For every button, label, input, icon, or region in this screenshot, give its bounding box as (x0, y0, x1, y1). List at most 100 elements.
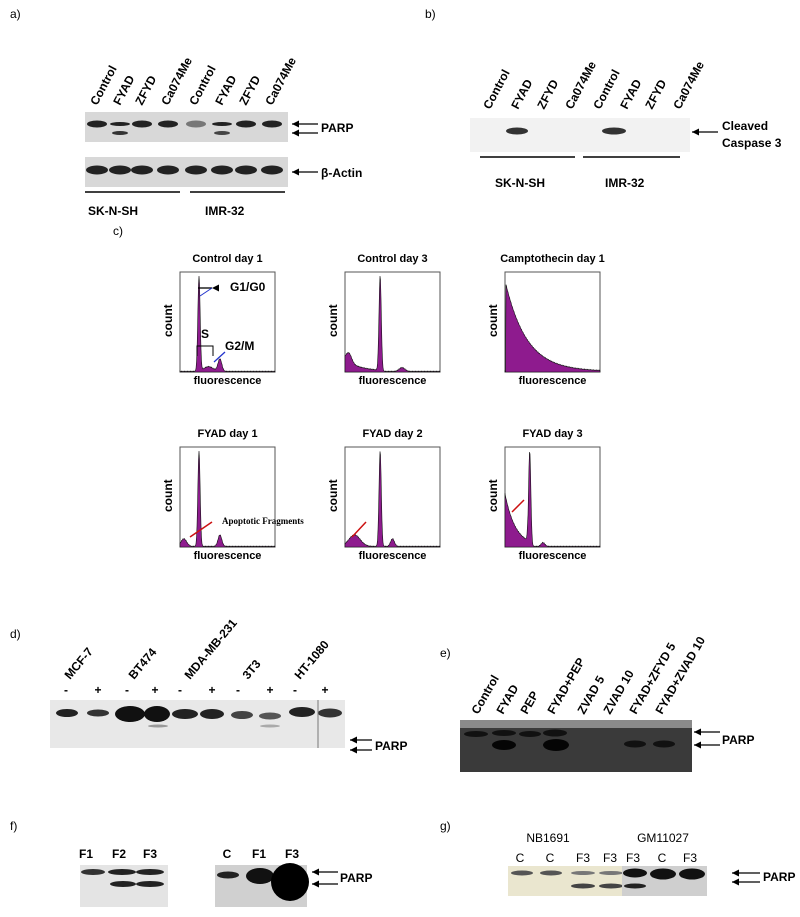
label: PEP (517, 689, 541, 717)
label: Caspase 3 (722, 136, 782, 150)
band (540, 870, 562, 876)
label: - (236, 683, 240, 697)
band (81, 869, 105, 875)
band (624, 883, 646, 889)
label: c) (113, 224, 123, 238)
histogram (179, 275, 276, 373)
label: IMR-32 (205, 204, 245, 218)
bracket (196, 345, 214, 356)
label: SK-N-SH (495, 176, 545, 190)
label: F3 (683, 851, 697, 865)
band (144, 706, 170, 722)
label: Camptothecin day 1 (500, 253, 605, 265)
label: + (208, 683, 215, 697)
band (186, 120, 206, 128)
band (235, 165, 257, 175)
label: fluorescence (194, 550, 262, 562)
label: MCF-7 (62, 645, 97, 682)
arrow-head (350, 736, 357, 744)
label: g) (440, 819, 451, 833)
label: C (516, 851, 525, 865)
histogram-frame (179, 446, 276, 548)
label: C (546, 851, 555, 865)
arrow-head (694, 741, 701, 749)
label: FYAD (508, 77, 535, 112)
band (650, 868, 676, 880)
label: PARP (375, 739, 407, 753)
band (571, 871, 595, 875)
band (246, 868, 274, 884)
histogram (504, 452, 601, 548)
band (109, 165, 131, 175)
label: count (161, 479, 175, 512)
label: F2 (112, 847, 126, 861)
arrow-head (312, 880, 319, 888)
label: FYAD (212, 73, 239, 108)
band (136, 881, 164, 887)
label: - (125, 683, 129, 697)
band (148, 724, 168, 728)
label: count (326, 479, 340, 512)
band (624, 740, 646, 748)
band (519, 731, 541, 737)
arrow (189, 521, 213, 538)
label: β-Actin (321, 166, 362, 180)
arrow-head (292, 120, 299, 128)
label: FYAD day 2 (362, 428, 422, 440)
arrow-head (212, 284, 219, 292)
label: 3T3 (240, 657, 264, 682)
label: F1 (79, 847, 93, 861)
label: PARP (321, 121, 353, 135)
label: S (201, 327, 209, 341)
histogram (344, 275, 441, 373)
band (212, 122, 232, 126)
blot-top (460, 720, 692, 728)
label: + (94, 683, 101, 697)
label: G1/G0 (230, 280, 266, 294)
band (653, 740, 675, 748)
label: count (326, 304, 340, 337)
band (217, 871, 239, 879)
band (185, 165, 207, 175)
histogram (504, 284, 601, 373)
label: F3 (576, 851, 590, 865)
band (506, 127, 528, 135)
label: - (64, 683, 68, 697)
label: G2/M (225, 339, 254, 353)
band (599, 883, 623, 889)
label: count (486, 304, 500, 337)
label: + (321, 683, 328, 697)
arrow-head (292, 129, 299, 137)
label: F3 (603, 851, 617, 865)
band (511, 870, 533, 876)
arrow (351, 521, 367, 538)
arrow-head (692, 128, 699, 136)
histogram (179, 450, 276, 548)
arrow-head (312, 868, 319, 876)
label: BT474 (126, 645, 160, 682)
label: NB1691 (526, 831, 570, 845)
histogram-frame (504, 446, 601, 548)
label: PARP (340, 871, 372, 885)
band (289, 707, 315, 717)
label: fluorescence (359, 375, 427, 387)
arrow (199, 287, 213, 297)
band (132, 120, 152, 128)
band (56, 709, 78, 717)
label: F1 (252, 847, 266, 861)
label: Ca074Me (670, 59, 707, 112)
label: Cleaved (722, 119, 768, 133)
label: MDA-MB-231 (182, 616, 241, 682)
label: IMR-32 (605, 176, 645, 190)
band (492, 730, 516, 736)
label: ZFYD (642, 77, 669, 112)
label: f) (10, 819, 17, 833)
band (599, 871, 623, 875)
band (236, 120, 256, 128)
band (262, 120, 282, 128)
label: C (223, 847, 232, 861)
label: F3 (626, 851, 640, 865)
label: ZFYD (236, 73, 263, 108)
label: Control day 1 (192, 253, 262, 265)
band (211, 165, 233, 175)
